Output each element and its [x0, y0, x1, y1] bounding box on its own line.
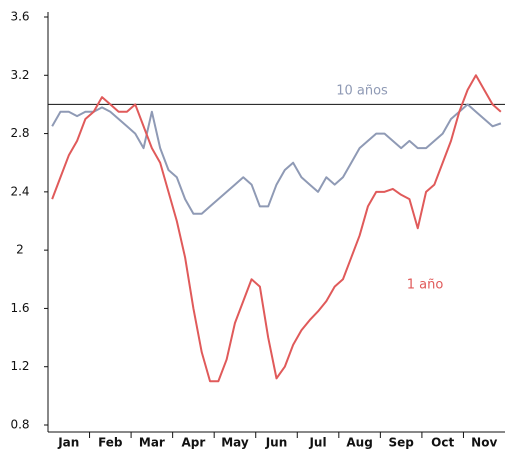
- y-tick-label: 1.2: [10, 359, 29, 373]
- x-tick-label: Jan: [57, 436, 79, 450]
- x-tick-label: Jun: [265, 436, 288, 450]
- x-tick-label: Jul: [308, 436, 326, 450]
- y-tick-label: 3.6: [10, 10, 29, 24]
- series-line: [51, 74, 502, 383]
- y-tick-label: 2.4: [10, 184, 29, 198]
- series-label: 10 años: [336, 84, 388, 99]
- series-line: [51, 103, 502, 215]
- x-tick-label: Sep: [388, 436, 414, 450]
- x-tick-label: Oct: [431, 436, 454, 450]
- y-tick-label: 2.8: [10, 126, 29, 140]
- x-tick-label: Aug: [346, 436, 372, 450]
- x-tick-label: Apr: [182, 436, 206, 450]
- x-tick-label: May: [221, 436, 249, 450]
- y-tick-label: 2: [16, 243, 24, 257]
- series-label: 1 año: [407, 278, 444, 293]
- x-tick-label: Feb: [98, 436, 123, 450]
- y-tick-label: 3.2: [10, 68, 29, 82]
- y-tick-label: 1.6: [10, 301, 29, 315]
- x-tick-label: Mar: [139, 436, 165, 450]
- x-tick-label: Nov: [471, 436, 497, 450]
- y-tick-label: 0.8: [10, 418, 29, 432]
